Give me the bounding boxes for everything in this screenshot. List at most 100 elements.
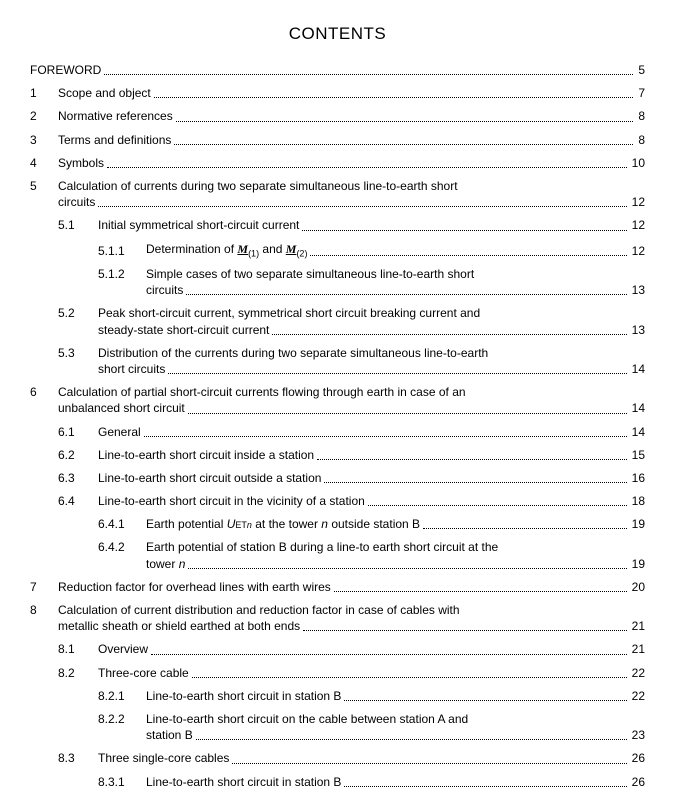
toc-label: Normative references [58,108,173,124]
toc-leader [302,230,626,231]
toc-label: Line-to-earth short circuit in the vicin… [98,493,365,509]
toc-label-line1: Peak short-circuit current, symmetrical … [98,305,480,321]
toc-label: FOREWORD [30,62,101,78]
toc-page: 12 [630,243,645,259]
toc-page: 19 [630,556,645,572]
toc-label: Three single-core cables [98,750,229,766]
toc-label-line2: short circuits [98,361,165,377]
toc-leader [272,334,626,335]
toc-page: 12 [630,217,645,233]
toc-page: 23 [630,727,645,743]
toc-label: Line-to-earth short circuit in station B [146,688,341,704]
toc-page: 8 [636,108,645,124]
toc-leader [174,144,633,145]
toc-leader [324,482,626,483]
toc-label: Overview [98,641,148,657]
toc-num: 8.2 [58,665,98,681]
toc-page: 22 [630,688,645,704]
toc-label-line1: Calculation of current distribution and … [58,602,460,618]
toc-leader [368,505,627,506]
toc-entry: 5.1.2 Simple cases of two separate simul… [30,266,645,298]
toc-leader [334,591,627,592]
toc-num: 5.2 [58,305,98,321]
toc-leader [104,74,633,75]
toc-entry: 6.3 Line-to-earth short circuit outside … [30,470,645,486]
toc-page: 22 [630,665,645,681]
toc-page: 26 [630,774,645,790]
toc-leader [317,459,627,460]
toc-page: 15 [630,447,645,463]
toc-num: 8.2.1 [98,688,146,704]
toc-num: 6.4 [58,493,98,509]
toc-entry: 6.4.2 Earth potential of station B durin… [30,539,645,571]
toc-entry: 8.2.1 Line-to-earth short circuit in sta… [30,688,645,704]
toc-leader [196,739,627,740]
toc-page: 10 [630,155,645,171]
toc-label: Three-core cable [98,665,189,681]
toc-leader [310,255,626,256]
toc-num: 2 [30,108,58,124]
toc-num: 5 [30,178,58,194]
toc-leader [151,654,627,655]
toc-page: 5 [636,62,645,78]
toc-num: 8.1 [58,641,98,657]
toc-page: 13 [630,322,645,338]
toc-label-line1: Simple cases of two separate simultaneou… [146,266,474,282]
toc-leader [144,436,627,437]
toc-entry: 6.4.1 Earth potential UETn at the tower … [30,516,645,532]
toc-entry: 1 Scope and object 7 [30,85,645,101]
toc-leader [344,700,626,701]
toc-label: Terms and definitions [58,132,171,148]
toc-entry: 8.1 Overview 21 [30,641,645,657]
toc-label-line2: circuits [58,194,95,210]
toc-label: Symbols [58,155,104,171]
toc-leader [232,763,626,764]
toc-label-line1: Calculation of currents during two separ… [58,178,458,194]
toc-label-line2: station B [146,727,193,743]
toc-leader [168,373,626,374]
toc-label: Reduction factor for overhead lines with… [58,579,331,595]
toc-page: 12 [630,194,645,210]
toc-leader [186,294,626,295]
toc-entry: 6 Calculation of partial short-circuit c… [30,384,645,416]
toc-num: 5.1.2 [98,266,146,282]
toc-page: 13 [630,282,645,298]
toc-label: Line-to-earth short circuit outside a st… [98,470,321,486]
toc-num: 5.1 [58,217,98,233]
toc-entry: 5.1 Initial symmetrical short-circuit cu… [30,217,645,233]
toc-label: Line-to-earth short circuit in station B [146,774,341,790]
toc-page: 20 [630,579,645,595]
toc-label: Scope and object [58,85,151,101]
toc-num: 6.3 [58,470,98,486]
toc-label-line2: circuits [146,282,183,298]
toc-entry: 6.4 Line-to-earth short circuit in the v… [30,493,645,509]
toc-num: 6.4.2 [98,539,146,555]
toc-entry: 4 Symbols 10 [30,155,645,171]
toc-entry: 3 Terms and definitions 8 [30,132,645,148]
toc-num: 8.2.2 [98,711,146,727]
toc-page: 16 [630,470,645,486]
toc-leader [344,786,626,787]
toc-entry: 7 Reduction factor for overhead lines wi… [30,579,645,595]
toc-leader [188,568,626,569]
toc-num: 6 [30,384,58,400]
toc-label-line1: Earth potential of station B during a li… [146,539,498,555]
toc-page: 21 [630,618,645,634]
toc-page: 7 [636,85,645,101]
toc-entry: 5.3 Distribution of the currents during … [30,345,645,377]
toc-entry: 8.3.1 Line-to-earth short circuit in sta… [30,774,645,790]
toc-label-line1: Line-to-earth short circuit on the cable… [146,711,468,727]
toc-entry: 6.2 Line-to-earth short circuit inside a… [30,447,645,463]
toc-num: 3 [30,132,58,148]
toc-leader [98,206,626,207]
page-title: CONTENTS [30,24,645,44]
toc-page: 14 [630,361,645,377]
toc-num: 7 [30,579,58,595]
toc-num: 5.3 [58,345,98,361]
toc-num: 4 [30,155,58,171]
toc-entry: 6.1 General 14 [30,424,645,440]
toc-page: 14 [630,424,645,440]
toc-leader [154,97,634,98]
toc-label-line2: metallic sheath or shield earthed at bot… [58,618,300,634]
toc-num: 5.1.1 [98,243,146,259]
